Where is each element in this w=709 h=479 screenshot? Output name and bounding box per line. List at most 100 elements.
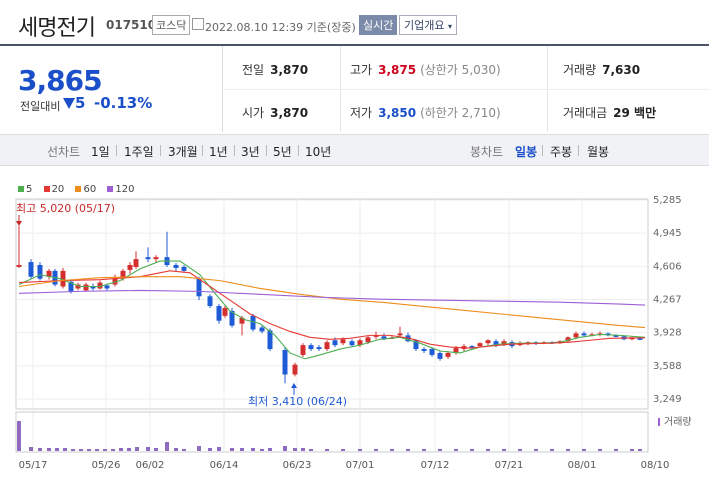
candle-body [207,296,213,307]
volume-bar [79,449,83,451]
volume-bar [154,448,158,451]
x-tick-label: 07/01 [346,460,375,471]
stock-header: 세명전기 017510 코스닥 2022.08.10 12:39 기준(장중) … [0,0,709,46]
divider [222,89,709,90]
x-tick-label: 06/14 [210,460,239,471]
volume-bar [268,448,272,451]
range-1d[interactable]: 1일 [91,145,110,159]
range-1w[interactable]: 1주일 [124,145,154,159]
x-tick-label: 08/01 [568,460,597,471]
y-tick-label: 4,945 [653,228,682,239]
y-tick-label: 4,606 [653,261,682,272]
company-overview-dropdown[interactable]: 기업개요 ▾ [399,15,457,35]
candle-body [133,259,139,267]
ma20-line [18,270,646,349]
legend-ma120: 120 [107,184,135,195]
candle-body [437,352,443,359]
volume-bar [406,449,410,451]
candle-body [46,270,52,277]
candle-body [60,270,66,287]
tab-daily[interactable]: 일봉 [515,145,538,159]
range-10y[interactable]: 10년 [305,145,332,159]
x-tick-label: 06/23 [283,460,312,471]
volume-bar [582,449,586,451]
candle-body [493,341,499,346]
candle-body [216,306,222,321]
range-1y[interactable]: 1년 [209,145,228,159]
candle-body [222,308,228,316]
volume-bar [197,446,201,451]
candle-body [196,278,202,297]
volume-bar [283,446,287,451]
line-chart-label: 선차트 [47,145,81,159]
volume-bar [240,448,244,451]
range-3m[interactable]: 3개월 [168,145,198,159]
tab-monthly[interactable]: 월봉 [587,145,610,159]
volume-frame [15,411,649,453]
candle-body [239,317,245,324]
volume-bar [29,447,33,451]
candle-body [613,335,619,337]
volume-bar [165,442,169,451]
volume-bar [208,448,212,451]
candle-body [373,335,379,337]
legend-ma5: 5 [18,184,32,195]
volume-bar [230,448,234,451]
x-tick-label: 05/26 [92,460,121,471]
candle-body [332,340,338,346]
candle-body [250,315,256,330]
realtime-button[interactable]: 실시간 [359,15,398,35]
volume-bar [174,448,178,451]
candle-body [104,285,110,289]
range-5y[interactable]: 5년 [273,145,292,159]
volume-bar [438,449,442,451]
volume-bar [534,449,538,451]
volume-bar [47,448,51,451]
y-tick-label: 3,588 [653,361,682,372]
candle-body [429,349,435,355]
chart-legend: 5 20 60 120 [18,184,143,195]
candle-body [145,257,151,260]
candle-body [413,340,419,350]
candle-body [300,345,306,355]
volume-bar [71,449,75,451]
volume-bar [502,449,506,451]
candle-body [573,333,579,338]
change-percent: -0.13% [94,94,153,112]
price-summary: 3,865 전일대비 5 -0.13% [0,46,223,132]
current-price: 3,865 [18,64,103,97]
day-high: 고가 3,875 (상한가 5,030) [350,63,501,77]
x-tick-label: 07/12 [421,460,450,471]
tab-weekly[interactable]: 주봉 [550,145,573,159]
volume-bar [598,449,602,451]
candle-body [381,336,387,340]
high-arrow-head [16,221,22,226]
change-value: 5 [63,94,85,112]
ma120-line [18,289,646,306]
candle-body [181,266,187,271]
candle-body [477,343,483,347]
candle-body [173,264,179,268]
volume-bar [38,448,42,451]
candle-body [267,330,273,350]
candle-body [397,333,403,336]
candle-body [292,364,298,375]
ma5-line [18,260,646,360]
volume-bar [566,449,570,451]
volume-bar [260,449,264,451]
change-label: 전일대비 [20,100,61,113]
candle-body [357,340,363,346]
x-tick-label: 05/17 [19,460,48,471]
legend-ma60: 60 [75,184,96,195]
timestamp: 2022.08.10 12:39 기준(장중) [205,21,356,34]
low-arrow-head [291,383,297,388]
x-tick-label: 06/02 [136,460,165,471]
candle-body [75,284,81,289]
calendar-icon [192,18,204,30]
range-3y[interactable]: 3년 [241,145,260,159]
y-tick-label: 3,928 [653,328,682,339]
candle-body [469,346,475,348]
volume: 거래량 7,630 [563,63,641,77]
y-tick-label: 4,267 [653,295,682,306]
